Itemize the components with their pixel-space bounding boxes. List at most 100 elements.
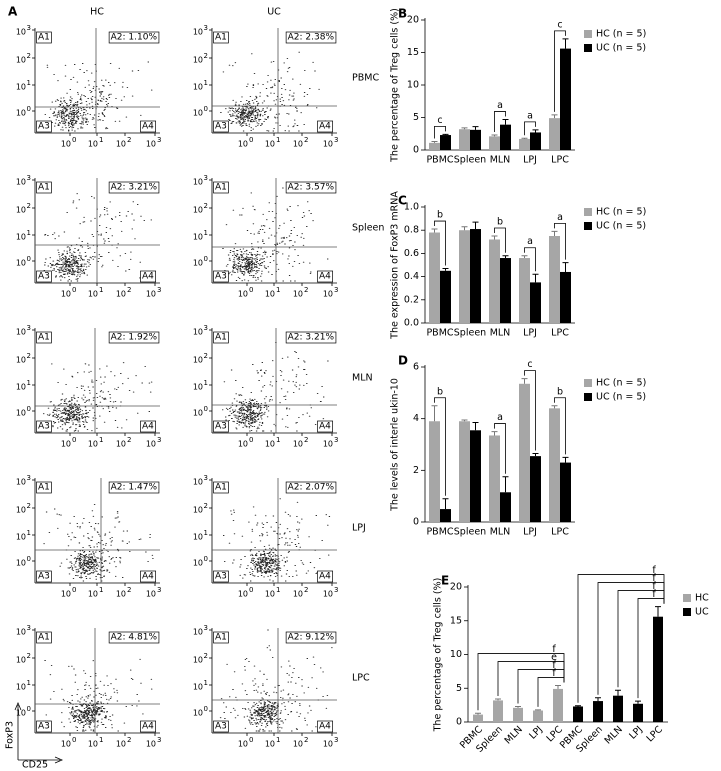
- gate-box: [285, 631, 337, 644]
- tick-base: 10: [193, 259, 203, 268]
- tick-base: 10: [193, 233, 203, 242]
- error-bar: [431, 141, 438, 143]
- x-tick-label: MLN: [603, 724, 625, 746]
- panel-letter: D: [398, 354, 408, 368]
- x-tick-label: LPJ: [523, 155, 537, 166]
- tick-exponent: 3: [334, 586, 338, 594]
- error-bar: [461, 226, 468, 231]
- bar: [459, 129, 470, 150]
- tick-exponent: 2: [127, 586, 131, 594]
- gate-label: A3: [38, 122, 50, 132]
- tick-exponent: 1: [27, 679, 31, 687]
- scatter-cloud: [43, 193, 153, 282]
- gate-label: A3: [38, 272, 50, 282]
- error-bar: [562, 262, 569, 272]
- tick-base: 10: [193, 178, 203, 187]
- tick-base: 10: [193, 109, 203, 118]
- significance-label: a: [557, 212, 563, 223]
- gate-box: [140, 570, 157, 583]
- x-tick-label: MLN: [490, 155, 511, 166]
- bar: [459, 421, 470, 522]
- tick-base: 10: [238, 740, 248, 749]
- tick-base: 10: [146, 590, 156, 599]
- tick-exponent: 3: [334, 286, 338, 294]
- significance-bracket: [524, 247, 536, 272]
- tick-exponent: 2: [304, 436, 308, 444]
- tick-base: 10: [16, 478, 26, 487]
- significance-label: b: [497, 217, 503, 228]
- gate-label: A4: [319, 422, 331, 432]
- tick-exponent: 1: [99, 436, 103, 444]
- significance-label: e: [551, 652, 557, 663]
- tick-exponent: 0: [27, 405, 31, 413]
- gate-label: A3: [215, 272, 227, 282]
- tick-base: 10: [16, 709, 26, 718]
- tick-base: 10: [193, 478, 203, 487]
- error-bar: [521, 255, 528, 259]
- panel-letter: B: [398, 7, 407, 21]
- gate-box: [140, 270, 157, 283]
- x-tick-label: LPJ: [627, 724, 645, 742]
- bar: [560, 271, 571, 323]
- significance-bracket: [434, 126, 446, 139]
- y-tick-label: 0.8: [404, 225, 419, 236]
- gate-box: [36, 181, 52, 194]
- tick-exponent: 0: [72, 436, 76, 444]
- significance-label: f: [552, 660, 556, 671]
- bar: [429, 142, 440, 150]
- y-axis-title: The expression of FoxP3 mRNA: [390, 191, 401, 340]
- scatter-cloud: [43, 504, 154, 582]
- gate-box: [285, 481, 337, 494]
- significance-label: b: [437, 386, 443, 397]
- gate-box: [36, 31, 52, 44]
- tick-exponent: 1: [276, 436, 280, 444]
- tick-base: 10: [265, 590, 275, 599]
- significance-label: a: [497, 412, 503, 423]
- tick-exponent: 0: [249, 436, 253, 444]
- tick-base: 10: [323, 440, 333, 449]
- legend-swatch: [584, 208, 592, 216]
- y-tick-label: 20: [407, 15, 419, 26]
- significance-bracket: [554, 397, 566, 455]
- tick-base: 10: [116, 140, 126, 149]
- y-axis-title: The percentage of Treg cells (%): [433, 578, 444, 733]
- tick-base: 10: [293, 140, 303, 149]
- tick-exponent: 1: [99, 586, 103, 594]
- tick-exponent: 0: [204, 555, 208, 563]
- gate-label: A2: 3.21%: [288, 333, 335, 343]
- gate-label: A2: 1.92%: [111, 333, 158, 343]
- error-bar: [442, 133, 449, 136]
- error-bar: [491, 235, 498, 240]
- bar: [489, 435, 500, 522]
- tick-exponent: 2: [27, 202, 31, 210]
- bar: [440, 135, 451, 150]
- gate-label: A2: 1.47%: [111, 483, 158, 493]
- significance-label: f: [552, 668, 556, 679]
- tick-base: 10: [265, 140, 275, 149]
- gate-label: A4: [142, 722, 154, 732]
- tick-base: 10: [16, 656, 26, 665]
- tick-exponent: 1: [204, 229, 208, 237]
- tick-base: 10: [238, 590, 248, 599]
- tick-base: 10: [193, 356, 203, 365]
- tick-base: 10: [193, 506, 203, 515]
- tick-base: 10: [61, 290, 71, 299]
- tick-exponent: 1: [276, 136, 280, 144]
- error-bar: [491, 134, 498, 137]
- tick-exponent: 1: [27, 529, 31, 537]
- gate-box: [317, 120, 334, 133]
- error-bar: [502, 255, 509, 259]
- bar: [470, 129, 481, 150]
- gate-label: A2: 2.38%: [288, 33, 335, 43]
- bar: [489, 239, 500, 323]
- gate-box: [213, 181, 229, 194]
- gate-label: A4: [142, 122, 154, 132]
- y-tick-label: 15: [450, 615, 462, 626]
- tick-base: 10: [16, 178, 26, 187]
- bar: [633, 703, 643, 722]
- column-header: HC: [90, 7, 104, 18]
- error-bar: [502, 118, 509, 125]
- panel-letter: C: [398, 194, 407, 208]
- x-tick-label: LPC: [551, 527, 569, 538]
- tick-exponent: 2: [304, 286, 308, 294]
